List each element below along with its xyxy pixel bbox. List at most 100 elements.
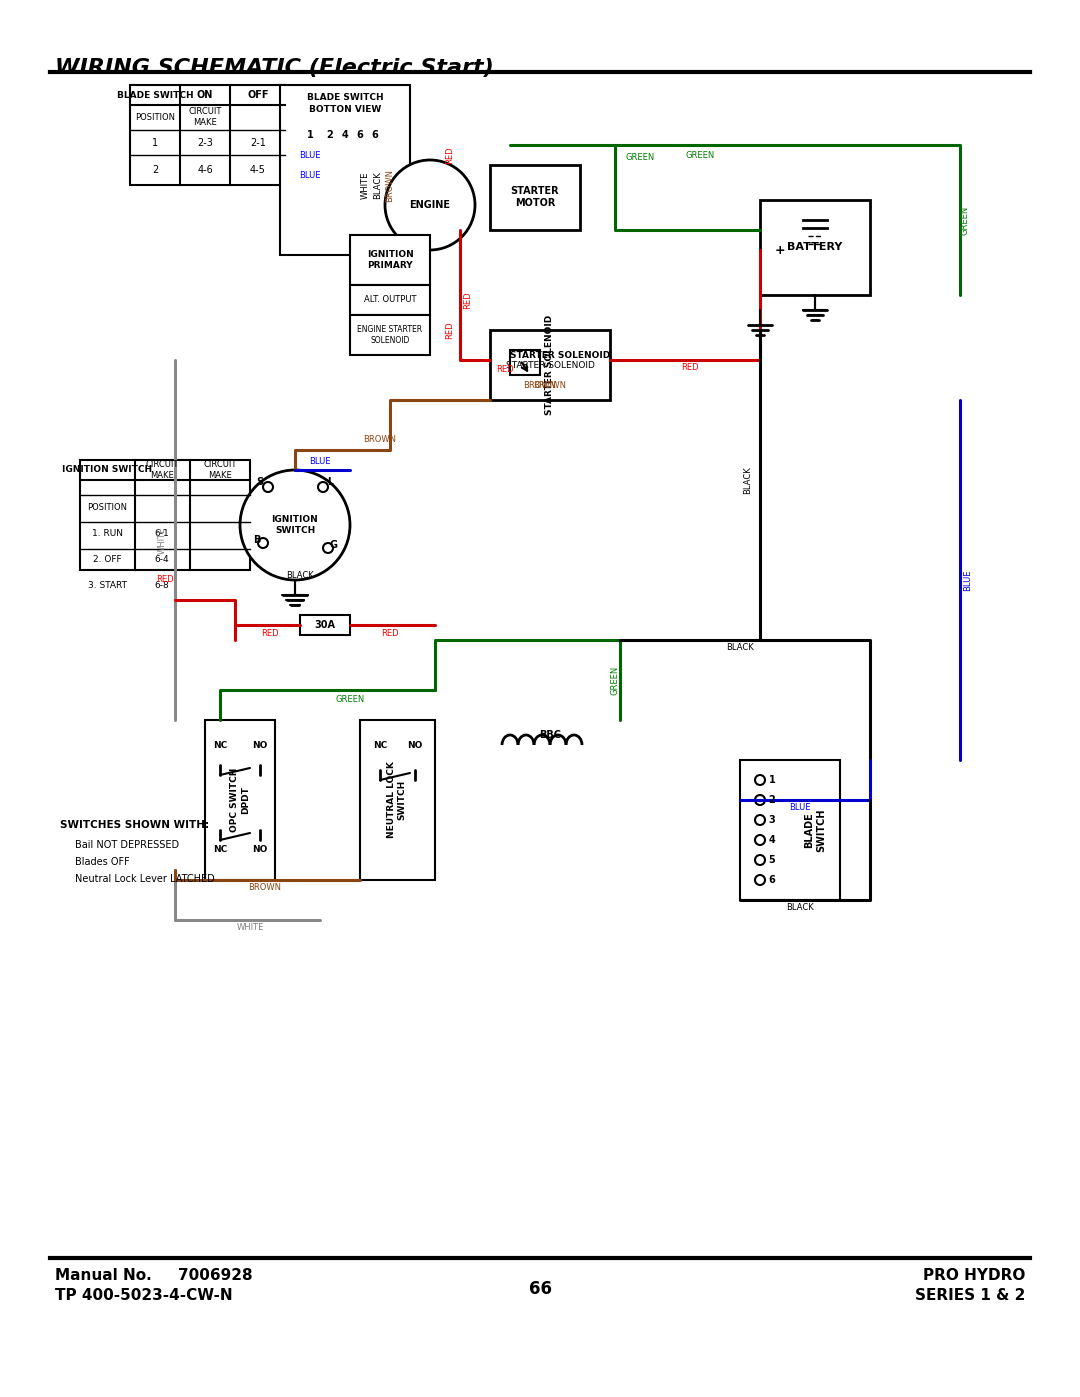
Text: IGNITION
PRIMARY: IGNITION PRIMARY (366, 250, 414, 270)
Text: GREEN: GREEN (336, 696, 365, 704)
Text: BOTTON VIEW: BOTTON VIEW (309, 105, 381, 113)
Bar (760, 200, 870, 295)
Text: BATTERY: BATTERY (787, 242, 842, 251)
Text: GREEN: GREEN (686, 151, 715, 159)
Bar (740, 760, 840, 900)
Text: BLUE: BLUE (963, 569, 972, 591)
Bar (510, 351, 540, 374)
Text: WHITE: WHITE (237, 923, 264, 933)
Text: TP 400-5023-4-CW-N: TP 400-5023-4-CW-N (55, 1288, 232, 1303)
Text: 6: 6 (769, 875, 775, 886)
Text: BLADE
SWITCH: BLADE SWITCH (805, 809, 826, 852)
Circle shape (755, 835, 765, 845)
Text: NC: NC (373, 740, 387, 750)
Text: WIRING SCHEMATIC (Electric Start): WIRING SCHEMATIC (Electric Start) (55, 59, 494, 78)
Text: 1: 1 (307, 130, 313, 140)
Circle shape (755, 775, 765, 785)
Circle shape (258, 538, 268, 548)
Text: 1: 1 (152, 138, 158, 148)
Circle shape (318, 482, 328, 492)
Circle shape (755, 855, 765, 865)
Text: B: B (254, 535, 260, 545)
Text: RED: RED (261, 629, 279, 637)
Text: 4-6: 4-6 (198, 165, 213, 175)
Text: STARTER SOLENOID: STARTER SOLENOID (545, 314, 554, 415)
Text: 6: 6 (356, 130, 363, 140)
Text: BLUE: BLUE (789, 803, 811, 813)
Bar (80, 460, 249, 570)
Text: 2-1: 2-1 (251, 138, 266, 148)
Circle shape (755, 875, 765, 886)
Text: STARTER SOLENOID: STARTER SOLENOID (505, 360, 594, 369)
Text: BLACK: BLACK (374, 170, 382, 198)
Text: BLACK: BLACK (286, 570, 314, 580)
Text: WHITE: WHITE (158, 527, 166, 553)
Text: PRO HYDRO: PRO HYDRO (922, 1268, 1025, 1282)
Text: ENGINE STARTER
SOLENOID: ENGINE STARTER SOLENOID (357, 326, 422, 345)
Circle shape (384, 161, 475, 250)
Text: 66: 66 (528, 1280, 552, 1298)
Text: NC: NC (213, 845, 227, 855)
Text: 1. RUN: 1. RUN (92, 528, 122, 538)
Text: CIRCUIT
MAKE: CIRCUIT MAKE (188, 108, 221, 127)
Text: 4: 4 (341, 130, 349, 140)
Text: BLUE: BLUE (299, 170, 321, 179)
Bar (280, 85, 410, 256)
Circle shape (323, 543, 333, 553)
Text: ALT. OUTPUT: ALT. OUTPUT (364, 296, 416, 305)
Text: S: S (256, 476, 264, 488)
Bar (360, 719, 435, 880)
Text: BROWN: BROWN (364, 436, 396, 444)
Text: GREEN: GREEN (960, 205, 970, 235)
Text: 2: 2 (769, 795, 775, 805)
Text: SERIES 1 & 2: SERIES 1 & 2 (915, 1288, 1025, 1303)
Text: GREEN: GREEN (610, 665, 620, 694)
Text: BLACK: BLACK (743, 467, 753, 495)
Text: POSITION: POSITION (135, 113, 175, 122)
Text: 5: 5 (769, 855, 775, 865)
Text: STARTER
MOTOR: STARTER MOTOR (511, 186, 559, 208)
Text: BROWN: BROWN (524, 380, 556, 390)
Text: 2: 2 (326, 130, 334, 140)
Circle shape (240, 469, 350, 580)
Text: 2. OFF: 2. OFF (93, 556, 121, 564)
Text: BLUE: BLUE (299, 151, 321, 159)
Text: BROWN: BROWN (534, 380, 567, 390)
Text: BLACK: BLACK (786, 904, 814, 912)
Text: NO: NO (253, 845, 268, 855)
Text: 2-3: 2-3 (197, 138, 213, 148)
Bar (350, 285, 430, 314)
Text: 2: 2 (152, 165, 158, 175)
Text: Manual No.     7006928: Manual No. 7006928 (55, 1268, 253, 1282)
Text: IGNITION SWITCH: IGNITION SWITCH (62, 465, 152, 475)
Text: NO: NO (407, 740, 422, 750)
Text: 3. START: 3. START (87, 581, 126, 591)
Text: Neutral Lock Lever LATCHED: Neutral Lock Lever LATCHED (75, 875, 215, 884)
Text: OPC SWITCH
DPDT: OPC SWITCH DPDT (230, 768, 249, 833)
Text: 6-8: 6-8 (154, 581, 170, 591)
Text: RED: RED (446, 147, 455, 163)
Text: SWITCHES SHOWN WITH:: SWITCHES SHOWN WITH: (60, 820, 210, 830)
Bar (300, 615, 350, 636)
Bar (205, 719, 275, 880)
Text: CIRCUIT
MAKE: CIRCUIT MAKE (146, 460, 178, 479)
Text: BROWN: BROWN (386, 169, 394, 201)
Text: BLADE SWITCH: BLADE SWITCH (307, 92, 383, 102)
Text: ON: ON (197, 89, 213, 101)
Text: RED: RED (496, 366, 514, 374)
Text: Blades OFF: Blades OFF (75, 856, 130, 868)
Text: POSITION: POSITION (87, 503, 127, 511)
Text: CIRCUIT
MAKE: CIRCUIT MAKE (203, 460, 237, 479)
Text: Bail NOT DEPRESSED: Bail NOT DEPRESSED (75, 840, 179, 849)
Circle shape (264, 482, 273, 492)
Text: L: L (327, 476, 333, 488)
Text: RED: RED (681, 363, 699, 373)
Circle shape (755, 814, 765, 826)
Text: RED: RED (157, 576, 174, 584)
Text: WHITE: WHITE (361, 172, 369, 198)
Text: 4: 4 (769, 835, 775, 845)
Text: ENGINE: ENGINE (409, 200, 450, 210)
Text: 30A: 30A (314, 620, 336, 630)
Text: BLUE: BLUE (309, 457, 330, 467)
Text: RED: RED (463, 291, 473, 309)
